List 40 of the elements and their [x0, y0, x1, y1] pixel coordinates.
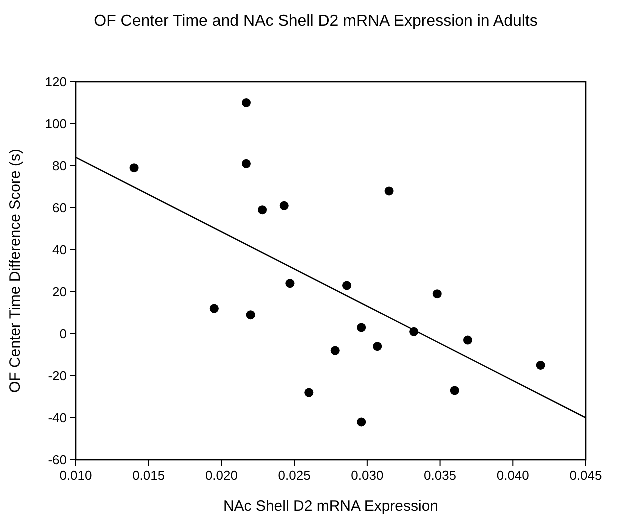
- x-tick-label: 0.010: [60, 468, 92, 483]
- point: [246, 310, 256, 320]
- point: [373, 342, 382, 352]
- y-tick-label: 40: [52, 242, 67, 258]
- y-tick-label: 0: [60, 326, 67, 342]
- chart-title: OF Center Time and NAc Shell D2 mRNA Expression in Adults: [94, 13, 538, 30]
- point: [342, 281, 352, 290]
- point: [210, 304, 219, 314]
- y-tick-label: 120: [45, 74, 67, 90]
- y-tick-label: -60: [48, 452, 67, 468]
- point: [357, 323, 366, 332]
- y-tick-label: 60: [52, 200, 67, 216]
- point: [242, 159, 251, 168]
- y-axis-title: OF Center Time Difference Score (s): [7, 149, 24, 393]
- y-tick-label: 20: [52, 284, 67, 300]
- point: [130, 164, 139, 173]
- x-tick-label: 0.040: [496, 468, 530, 483]
- point: [357, 418, 366, 427]
- point: [304, 388, 314, 398]
- point: [242, 98, 251, 108]
- x-tick-label: 0.045: [570, 468, 602, 483]
- x-axis-title: NAc Shell D2 mRNA Expression: [223, 498, 439, 515]
- point: [536, 361, 546, 370]
- y-tick-label: 80: [52, 158, 67, 174]
- point: [463, 336, 472, 345]
- x-tick-label: 0.035: [424, 468, 457, 483]
- x-tick-label: 0.015: [132, 468, 166, 483]
- point: [330, 346, 340, 356]
- point: [450, 386, 460, 396]
- point: [432, 290, 442, 299]
- point: [258, 206, 268, 215]
- x-tick-label: 0.020: [205, 468, 238, 483]
- point: [384, 186, 394, 196]
- x-tick-label: 0.025: [278, 468, 311, 483]
- y-tick-label: -40: [48, 410, 67, 426]
- y-tick-label: -20: [48, 368, 67, 384]
- y-tick-label: 100: [45, 116, 67, 132]
- point: [280, 201, 289, 210]
- x-tick-label: 0.030: [351, 468, 384, 483]
- point: [286, 279, 295, 288]
